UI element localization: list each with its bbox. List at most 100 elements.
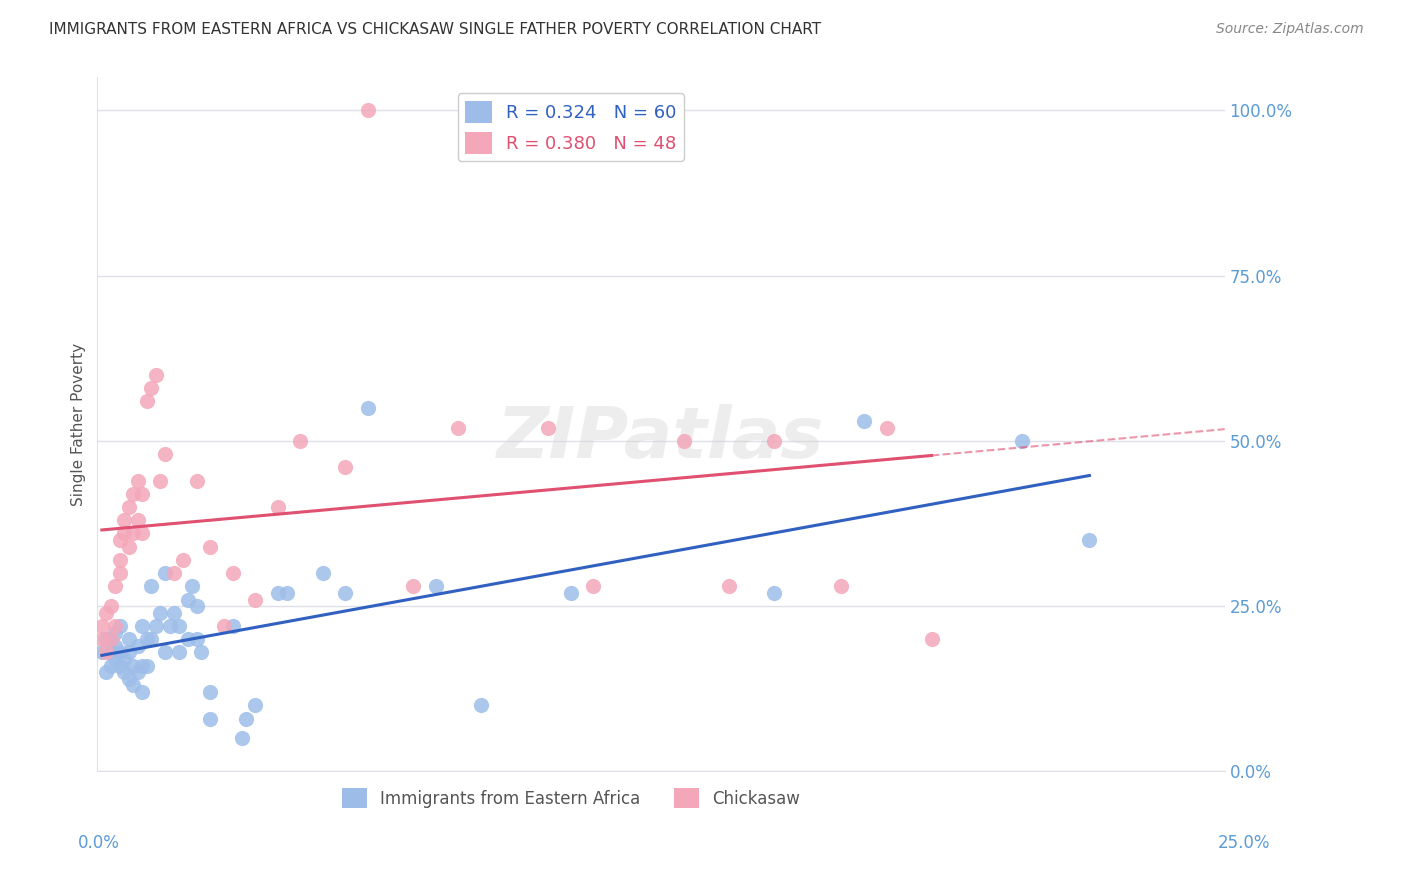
Point: [145, 368, 167, 382]
Point: [122, 487, 145, 501]
Text: ZIPatlas: ZIPatlas: [498, 404, 825, 473]
Text: IMMIGRANTS FROM EASTERN AFRICA VS CHICKASAW SINGLE FATHER POVERTY CORRELATION CH: IMMIGRANTS FROM EASTERN AFRICA VS CHICKA…: [49, 22, 821, 37]
Point: [212, 619, 235, 633]
Point: [290, 434, 312, 448]
Point: [153, 645, 176, 659]
Point: [672, 434, 695, 448]
Point: [118, 672, 141, 686]
Point: [108, 533, 131, 547]
Point: [100, 632, 122, 647]
Point: [1011, 434, 1033, 448]
Point: [118, 645, 141, 659]
Point: [96, 645, 118, 659]
Point: [141, 632, 163, 647]
Text: Source: ZipAtlas.com: Source: ZipAtlas.com: [1216, 22, 1364, 37]
Point: [221, 566, 243, 581]
Point: [122, 658, 145, 673]
Point: [90, 619, 112, 633]
Point: [221, 619, 243, 633]
Point: [104, 639, 127, 653]
Point: [243, 698, 266, 713]
Point: [149, 474, 172, 488]
Point: [112, 513, 135, 527]
Point: [470, 698, 492, 713]
Point: [267, 500, 290, 514]
Point: [127, 474, 149, 488]
Point: [167, 619, 190, 633]
Point: [159, 619, 181, 633]
Point: [1078, 533, 1101, 547]
Point: [104, 579, 127, 593]
Point: [243, 592, 266, 607]
Point: [108, 645, 131, 659]
Point: [90, 632, 112, 647]
Point: [96, 632, 118, 647]
Point: [100, 645, 122, 659]
Point: [112, 526, 135, 541]
Point: [90, 645, 112, 659]
Point: [190, 645, 212, 659]
Point: [276, 586, 298, 600]
Point: [131, 619, 153, 633]
Point: [198, 712, 221, 726]
Point: [357, 401, 380, 415]
Point: [136, 394, 159, 409]
Text: 0.0%: 0.0%: [77, 834, 120, 852]
Point: [100, 599, 122, 614]
Point: [145, 619, 167, 633]
Point: [357, 103, 380, 118]
Point: [108, 658, 131, 673]
Point: [136, 632, 159, 647]
Point: [108, 619, 131, 633]
Point: [176, 592, 198, 607]
Point: [335, 460, 357, 475]
Point: [127, 639, 149, 653]
Point: [560, 586, 582, 600]
Point: [104, 625, 127, 640]
Point: [402, 579, 425, 593]
Point: [852, 414, 875, 428]
Point: [131, 487, 153, 501]
Point: [762, 434, 785, 448]
Point: [100, 658, 122, 673]
Point: [267, 586, 290, 600]
Point: [96, 606, 118, 620]
Point: [118, 500, 141, 514]
Point: [335, 586, 357, 600]
Point: [136, 658, 159, 673]
Point: [181, 579, 204, 593]
Point: [153, 447, 176, 461]
Point: [127, 665, 149, 680]
Point: [108, 553, 131, 567]
Point: [186, 474, 208, 488]
Point: [163, 606, 186, 620]
Y-axis label: Single Father Poverty: Single Father Poverty: [72, 343, 86, 506]
Point: [149, 606, 172, 620]
Point: [235, 712, 257, 726]
Point: [172, 553, 194, 567]
Point: [163, 566, 186, 581]
Point: [131, 526, 153, 541]
Point: [198, 540, 221, 554]
Point: [131, 658, 153, 673]
Point: [762, 586, 785, 600]
Point: [186, 632, 208, 647]
Point: [141, 381, 163, 395]
Point: [492, 103, 515, 118]
Point: [96, 665, 118, 680]
Point: [118, 540, 141, 554]
Point: [582, 579, 605, 593]
Point: [122, 526, 145, 541]
Point: [717, 579, 740, 593]
Point: [537, 421, 560, 435]
Point: [112, 652, 135, 666]
Legend: Immigrants from Eastern Africa, Chickasaw: Immigrants from Eastern Africa, Chickasa…: [335, 781, 807, 815]
Point: [104, 652, 127, 666]
Point: [176, 632, 198, 647]
Point: [153, 566, 176, 581]
Point: [104, 619, 127, 633]
Point: [167, 645, 190, 659]
Point: [876, 421, 898, 435]
Point: [830, 579, 852, 593]
Point: [118, 632, 141, 647]
